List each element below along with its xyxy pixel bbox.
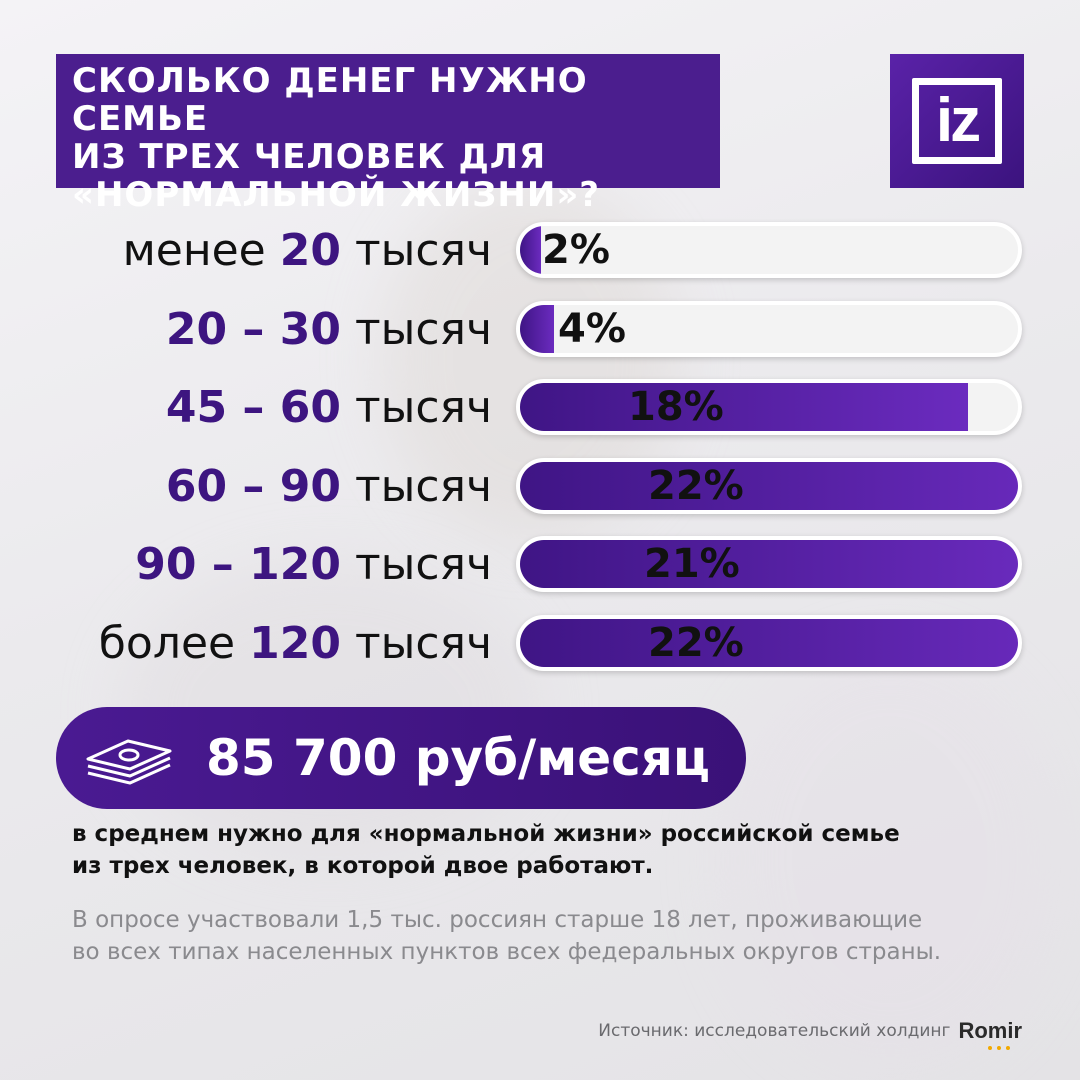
- bar: [520, 462, 1018, 510]
- average-amount: 85 700 руб/месяц: [206, 729, 710, 787]
- money-stack-icon: [86, 739, 172, 785]
- bar-value-label: 4%: [558, 306, 626, 352]
- category-suffix: тысяч: [354, 460, 492, 512]
- bar: [520, 226, 541, 274]
- title-box: СКОЛЬКО ДЕНЕГ НУЖНО СЕМЬЕ ИЗ ТРЕХ ЧЕЛОВЕ…: [56, 54, 720, 214]
- bar: [520, 305, 554, 353]
- category-range: 120: [249, 617, 341, 669]
- bar-track: 4%: [516, 301, 1022, 357]
- bar-value-label: 22%: [648, 463, 744, 509]
- source-label: Источник: исследовательский холдинг: [598, 1021, 951, 1041]
- category-range: 60 – 90: [165, 460, 341, 512]
- romir-logo: Romir: [958, 1018, 1022, 1050]
- title-line: ИЗ ТРЕХ ЧЕЛОВЕК ДЛЯ: [72, 137, 547, 177]
- source-credit: Источник: исследовательский холдинг Romi…: [598, 1016, 1022, 1050]
- bar: [520, 619, 1018, 667]
- category-label: менее 20 тысяч: [123, 222, 492, 278]
- category-label: 20 – 30 тысяч: [166, 301, 492, 357]
- romir-text: Romir: [958, 1018, 1022, 1043]
- bar-track: 22%: [516, 615, 1022, 671]
- survey-note: В опросе участвовали 1,5 тыс. россиян ст…: [72, 904, 1032, 968]
- category-suffix: тысяч: [354, 381, 492, 433]
- category-prefix: более: [98, 617, 236, 669]
- bar-track: 18%: [516, 379, 1022, 435]
- title-line: СКОЛЬКО ДЕНЕГ НУЖНО СЕМЬЕ: [72, 61, 588, 139]
- bar-value-label: 22%: [648, 620, 744, 666]
- bar-value-label: 21%: [644, 541, 740, 587]
- category-label: 60 – 90 тысяч: [166, 458, 492, 514]
- bar-value-label: 18%: [628, 384, 724, 430]
- logo-text: iz: [912, 78, 1002, 164]
- description-line: из трех человек, в которой двое работают…: [72, 853, 654, 879]
- category-suffix: тысяч: [354, 303, 492, 355]
- category-range: 45 – 60: [165, 381, 341, 433]
- title-line: «НОРМАЛЬНОЙ ЖИЗНИ»?: [72, 175, 601, 215]
- category-suffix: тысяч: [354, 224, 492, 276]
- summary-pill: 85 700 руб/месяц: [56, 707, 746, 809]
- summary-description: в среднем нужно для «нормальной жизни» р…: [72, 818, 1032, 882]
- category-range: 90 – 120: [135, 538, 341, 590]
- category-label: 45 – 60 тысяч: [166, 379, 492, 435]
- bar-track: 21%: [516, 536, 1022, 592]
- izvestia-logo: iz: [890, 54, 1024, 188]
- bar-track: 2%: [516, 222, 1022, 278]
- category-range: 20 – 30: [165, 303, 341, 355]
- category-range: 20: [279, 224, 341, 276]
- description-line: в среднем нужно для «нормальной жизни» р…: [72, 821, 900, 847]
- category-suffix: тысяч: [354, 617, 492, 669]
- note-line: В опросе участвовали 1,5 тыс. россиян ст…: [72, 907, 923, 933]
- note-line: во всех типах населенных пунктов всех фе…: [72, 939, 942, 965]
- bar: [520, 540, 1018, 588]
- category-label: 90 – 120 тысяч: [135, 536, 492, 592]
- bar-value-label: 2%: [542, 227, 610, 273]
- category-label: более 120 тысяч: [99, 615, 492, 671]
- bar: [520, 383, 968, 431]
- background-blur: [720, 650, 1060, 1070]
- category-prefix: менее: [122, 224, 266, 276]
- bar-track: 22%: [516, 458, 1022, 514]
- category-suffix: тысяч: [354, 538, 492, 590]
